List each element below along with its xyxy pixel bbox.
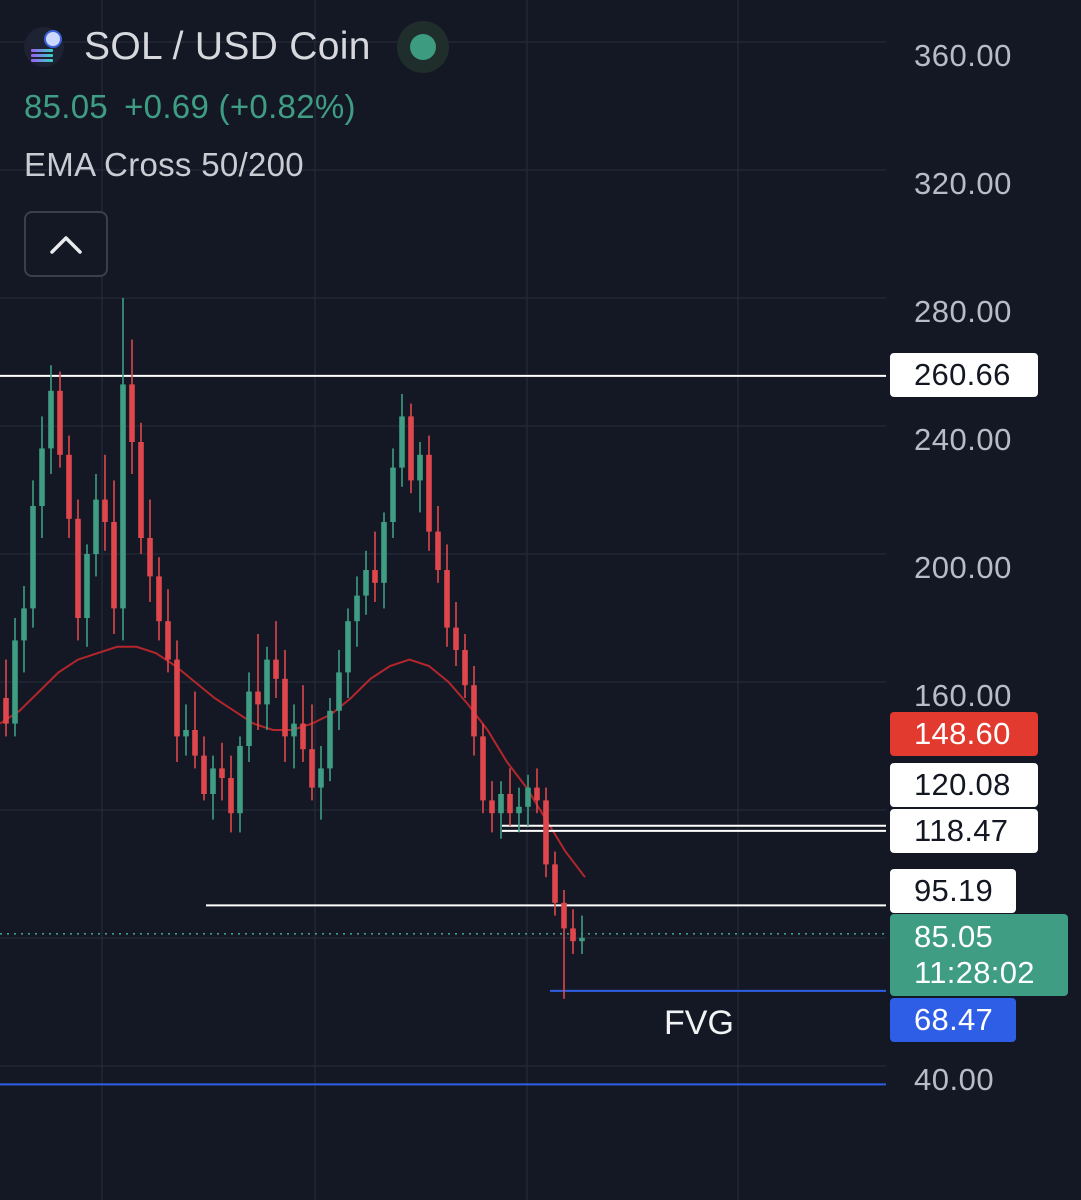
candle-body	[246, 691, 252, 746]
candle-body	[84, 554, 90, 618]
level-tag-118[interactable]: 118.47	[890, 809, 1038, 853]
candle-body	[174, 659, 180, 737]
candle-body	[516, 806, 522, 814]
level-tag-260[interactable]: 260.66	[890, 353, 1038, 397]
candle-body	[408, 416, 414, 481]
ema-price-tag[interactable]: 148.60	[890, 712, 1038, 756]
level-tag-120[interactable]: 120.08	[890, 763, 1038, 807]
candle-body	[30, 506, 36, 609]
symbol-header: SOL / USD Coin 85.05 +0.69 (+0.82%) EMA C…	[24, 18, 449, 184]
candle-body	[201, 755, 207, 794]
price-change-value: +0.69 (+0.82%)	[124, 88, 356, 125]
last-price-value: 85.05	[24, 88, 109, 125]
y-tick-label: 360.00	[914, 38, 1012, 73]
candle-body	[318, 768, 324, 788]
candle-body	[543, 800, 549, 865]
price-change-row: 85.05 +0.69 (+0.82%)	[24, 88, 449, 126]
symbol-title[interactable]: SOL / USD Coin	[84, 25, 371, 68]
collapse-legend-button[interactable]	[24, 211, 108, 277]
solana-coin-icon[interactable]	[24, 27, 64, 67]
candle-body	[507, 794, 513, 814]
candle-body	[21, 608, 27, 641]
candle-body	[435, 531, 441, 570]
candle-body	[426, 454, 432, 532]
candle-body	[363, 570, 369, 596]
candle-body	[12, 640, 18, 724]
chevron-up-icon	[50, 236, 82, 254]
candle-body	[561, 902, 567, 929]
candle-body	[453, 627, 459, 650]
candle-body	[462, 650, 468, 686]
candle-body	[570, 928, 576, 942]
candle-body	[417, 454, 423, 481]
last-price-tag[interactable]: 85.05 11:28:02	[890, 914, 1068, 996]
candle-body	[165, 621, 171, 660]
fvg-price-tag[interactable]: 68.47	[890, 998, 1016, 1042]
candle-body	[372, 570, 378, 583]
candle-body	[264, 659, 270, 705]
candle-body	[66, 454, 72, 519]
fvg-annotation: FVG	[664, 1004, 734, 1042]
candle-body	[93, 499, 99, 554]
level-tag-95[interactable]: 95.19	[890, 869, 1016, 913]
candle-body	[57, 390, 63, 455]
candle-body	[48, 390, 54, 449]
candle-body	[228, 778, 234, 814]
candle-body	[354, 595, 360, 622]
candle-body	[192, 730, 198, 756]
candle-body	[210, 768, 216, 794]
horizontal-levels	[0, 374, 886, 1086]
y-tick-label: 40.00	[914, 1062, 995, 1097]
candle-body	[237, 746, 243, 814]
candle-body	[219, 768, 225, 778]
candle-body	[39, 448, 45, 506]
candle-body	[147, 538, 153, 577]
candle-body	[552, 864, 558, 903]
candle-body	[120, 384, 126, 609]
y-tick-label: 320.00	[914, 166, 1012, 201]
bar-countdown: 11:28:02	[914, 955, 1035, 990]
market-open-dot-icon	[396, 21, 449, 73]
y-tick-label: 160.00	[914, 678, 1012, 713]
last-price-tag-value: 85.05	[914, 919, 994, 954]
candle-body	[138, 442, 144, 538]
candle-body	[327, 710, 333, 769]
candle-body	[291, 723, 297, 737]
candle-body	[471, 685, 477, 737]
y-tick-label: 240.00	[914, 422, 1012, 457]
candle-body	[156, 576, 162, 622]
candle-body	[480, 736, 486, 801]
candle-body	[489, 800, 495, 814]
candle-body	[300, 723, 306, 750]
candle-body	[309, 749, 315, 788]
candle-body	[255, 691, 261, 705]
candle-body	[345, 621, 351, 673]
candle-body	[381, 522, 387, 583]
candle-body	[102, 499, 108, 522]
candle-body	[3, 698, 9, 724]
indicator-legend[interactable]: EMA Cross 50/200	[24, 146, 304, 183]
candle-body	[390, 467, 396, 522]
candle-body	[282, 678, 288, 737]
candle-body	[183, 730, 189, 737]
candle-body	[579, 937, 585, 942]
y-tick-label: 200.00	[914, 550, 1012, 585]
y-tick-label: 280.00	[914, 294, 1012, 329]
candle-body	[129, 384, 135, 442]
candle-body	[399, 416, 405, 468]
candle-body	[273, 659, 279, 679]
candle-body	[336, 672, 342, 711]
candle-body	[525, 787, 531, 807]
candle-body	[534, 787, 540, 801]
candle-body	[75, 518, 81, 618]
candle-body	[444, 570, 450, 628]
candle-body	[111, 522, 117, 609]
candle-body	[498, 794, 504, 814]
candles	[3, 298, 585, 999]
